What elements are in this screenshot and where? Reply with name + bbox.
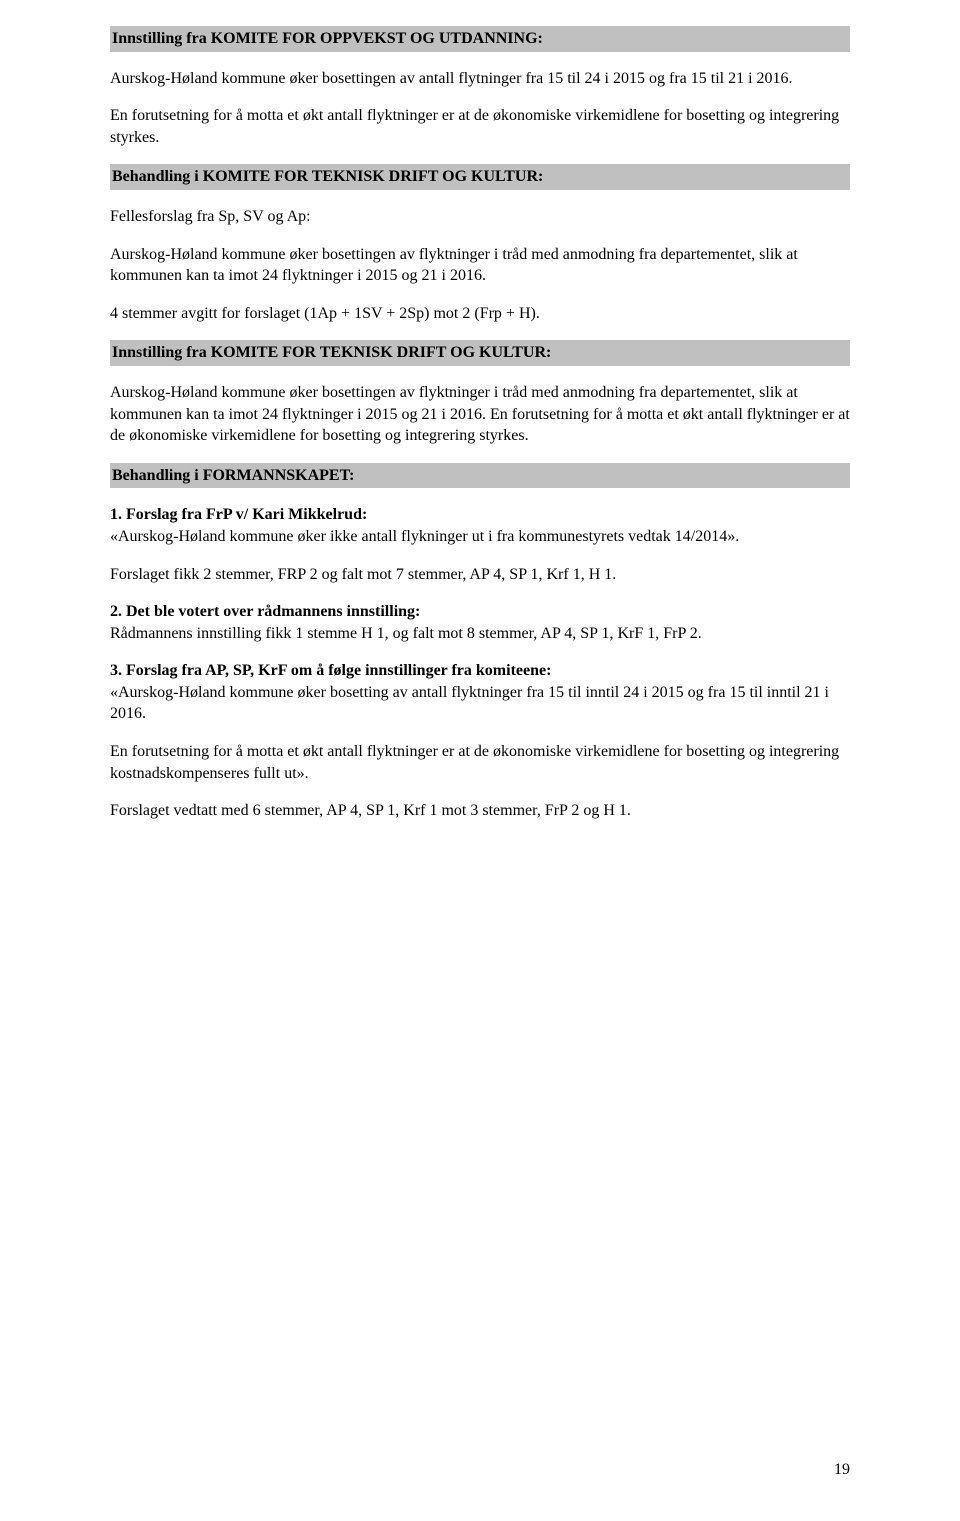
heading-innstilling-teknisk: Innstilling fra KOMITE FOR TEKNISK DRIFT…: [110, 340, 850, 366]
paragraph: Aurskog-Høland kommune øker bosettingen …: [110, 244, 850, 287]
paragraph: En forutsetning for å motta et økt antal…: [110, 741, 850, 784]
heading-behandling-teknisk: Behandling i KOMITE FOR TEKNISK DRIFT OG…: [110, 164, 850, 190]
page-number: 19: [834, 1459, 850, 1481]
document-page: Innstilling fra KOMITE FOR OPPVEKST OG U…: [0, 0, 960, 1521]
paragraph: Forslaget vedtatt med 6 stemmer, AP 4, S…: [110, 800, 850, 822]
item-1-text: «Aurskog-Høland kommune øker ikke antall…: [110, 528, 739, 545]
paragraph: Aurskog-Høland kommune øker bosettingen …: [110, 68, 850, 90]
paragraph: En forutsetning for å motta et økt antal…: [110, 105, 850, 148]
paragraph: Fellesforslag fra Sp, SV og Ap:: [110, 206, 850, 228]
heading-formannskapet: Behandling i FORMANNSKAPET:: [110, 463, 850, 489]
paragraph: Forslaget fikk 2 stemmer, FRP 2 og falt …: [110, 564, 850, 586]
item-2-label: 2. Det ble votert over rådmannens innsti…: [110, 603, 420, 620]
item-3: 3. Forslag fra AP, SP, KrF om å følge in…: [110, 660, 850, 725]
item-2: 2. Det ble votert over rådmannens innsti…: [110, 601, 850, 644]
heading-oppvekst: Innstilling fra KOMITE FOR OPPVEKST OG U…: [110, 26, 850, 52]
item-3-text: «Aurskog-Høland kommune øker bosetting a…: [110, 684, 829, 723]
paragraph: 4 stemmer avgitt for forslaget (1Ap + 1S…: [110, 303, 850, 325]
item-2-text: Rådmannens innstilling fikk 1 stemme H 1…: [110, 625, 702, 642]
item-1-label: 1. Forslag fra FrP v/ Kari Mikkelrud:: [110, 506, 367, 523]
item-3-label: 3. Forslag fra AP, SP, KrF om å følge in…: [110, 662, 551, 679]
item-1: 1. Forslag fra FrP v/ Kari Mikkelrud: «A…: [110, 504, 850, 547]
paragraph: Aurskog-Høland kommune øker bosettingen …: [110, 382, 850, 447]
